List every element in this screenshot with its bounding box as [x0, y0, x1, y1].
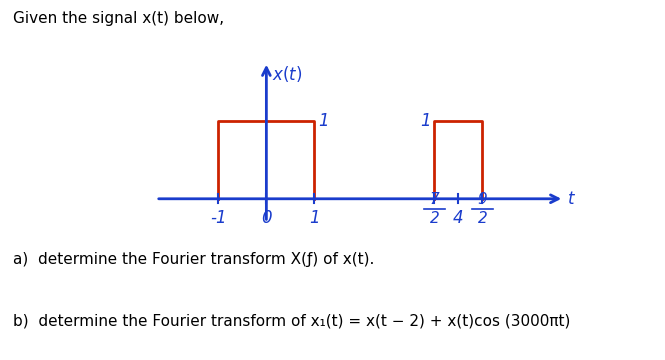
Text: 1: 1: [309, 209, 320, 227]
Text: 2: 2: [477, 211, 487, 226]
Text: $t$: $t$: [567, 190, 576, 208]
Text: b)  determine the Fourier transform of x₁(t) = x(t − 2) + x(t)cos (3000πt): b) determine the Fourier transform of x₁…: [13, 313, 571, 328]
Text: Given the signal x(t) below,: Given the signal x(t) below,: [13, 11, 224, 26]
Text: a)  determine the Fourier transform X(ƒ) of x(t).: a) determine the Fourier transform X(ƒ) …: [13, 252, 374, 267]
Text: $x(t)$: $x(t)$: [272, 64, 303, 84]
Text: 4: 4: [453, 209, 464, 227]
Text: 9: 9: [477, 192, 487, 207]
Text: -1: -1: [210, 209, 227, 227]
Text: 1: 1: [319, 112, 329, 130]
Text: 7: 7: [430, 192, 440, 207]
Text: 2: 2: [430, 211, 440, 226]
Text: 1: 1: [420, 112, 431, 130]
Text: 0: 0: [261, 209, 272, 227]
